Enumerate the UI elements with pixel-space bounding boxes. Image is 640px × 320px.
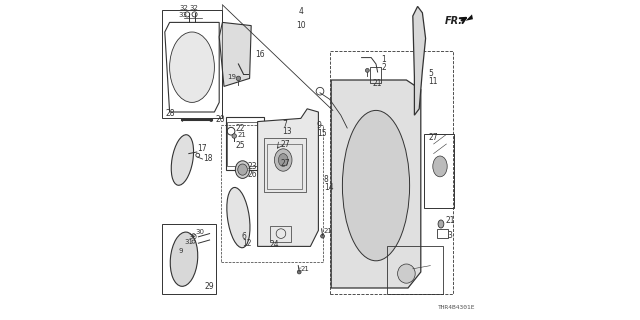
Ellipse shape — [238, 164, 248, 175]
Text: 21: 21 — [445, 216, 455, 225]
Text: 27: 27 — [429, 133, 438, 142]
Text: 24: 24 — [269, 240, 279, 249]
Text: 22: 22 — [236, 124, 244, 132]
Bar — [370, 67, 381, 83]
Text: 17: 17 — [197, 144, 207, 153]
Ellipse shape — [172, 135, 193, 185]
Text: 30: 30 — [189, 235, 198, 240]
Text: 19: 19 — [227, 75, 236, 80]
Text: 26: 26 — [247, 170, 257, 179]
Circle shape — [232, 134, 237, 138]
Text: 11: 11 — [428, 77, 438, 86]
Polygon shape — [466, 14, 473, 21]
Text: 32: 32 — [189, 5, 198, 11]
Text: THR4B4301E: THR4B4301E — [438, 305, 475, 310]
Text: 6: 6 — [242, 232, 247, 241]
Bar — [221, 125, 323, 262]
Bar — [227, 122, 259, 166]
Circle shape — [321, 234, 324, 238]
Bar — [270, 226, 291, 242]
Text: 20: 20 — [216, 115, 226, 124]
Ellipse shape — [275, 149, 292, 171]
Polygon shape — [258, 109, 319, 246]
Text: 27: 27 — [281, 140, 291, 149]
Text: 29: 29 — [204, 282, 214, 291]
Bar — [264, 138, 306, 192]
Text: 9: 9 — [317, 121, 322, 130]
Bar — [268, 144, 302, 189]
Text: 16: 16 — [255, 50, 265, 59]
Text: 33: 33 — [178, 12, 188, 18]
Polygon shape — [332, 80, 421, 288]
Text: 14: 14 — [324, 183, 333, 192]
Text: 12: 12 — [242, 239, 252, 248]
Text: 8: 8 — [324, 175, 328, 184]
Bar — [330, 51, 453, 294]
Ellipse shape — [170, 32, 214, 102]
Text: 10: 10 — [296, 21, 307, 30]
Circle shape — [365, 68, 369, 72]
Circle shape — [236, 76, 241, 81]
Text: 27: 27 — [281, 159, 291, 168]
Ellipse shape — [397, 264, 415, 283]
Text: 21: 21 — [372, 79, 382, 88]
Bar — [161, 10, 223, 118]
Circle shape — [209, 118, 213, 122]
Text: 21: 21 — [323, 228, 332, 234]
Text: FR.: FR. — [444, 16, 462, 26]
Text: 7: 7 — [282, 120, 287, 129]
Text: 1: 1 — [381, 55, 386, 64]
Ellipse shape — [438, 220, 444, 228]
Text: 21: 21 — [237, 132, 246, 138]
Text: 23: 23 — [247, 162, 257, 171]
Text: 25: 25 — [236, 141, 245, 150]
Bar — [161, 224, 216, 294]
Ellipse shape — [433, 156, 447, 177]
Text: 3: 3 — [447, 231, 452, 240]
Circle shape — [297, 270, 301, 274]
Text: 21: 21 — [300, 266, 309, 272]
Ellipse shape — [227, 188, 250, 248]
Ellipse shape — [278, 154, 288, 166]
Bar — [437, 229, 448, 238]
Ellipse shape — [342, 110, 410, 261]
Bar — [387, 246, 443, 294]
Polygon shape — [413, 6, 426, 115]
Text: 15: 15 — [317, 129, 326, 138]
Text: 30: 30 — [196, 229, 205, 235]
Text: 5: 5 — [428, 69, 433, 78]
Ellipse shape — [170, 232, 198, 286]
Text: 9: 9 — [179, 248, 183, 254]
Text: 31: 31 — [184, 239, 193, 245]
Bar — [424, 134, 454, 208]
Text: 28: 28 — [166, 109, 175, 118]
Text: 2: 2 — [381, 63, 386, 72]
Bar — [226, 117, 264, 170]
Text: 32: 32 — [180, 5, 188, 11]
Text: 13: 13 — [282, 127, 292, 136]
Polygon shape — [219, 22, 251, 86]
Text: 18: 18 — [204, 154, 212, 163]
Text: 4: 4 — [299, 7, 304, 16]
Ellipse shape — [236, 161, 250, 179]
